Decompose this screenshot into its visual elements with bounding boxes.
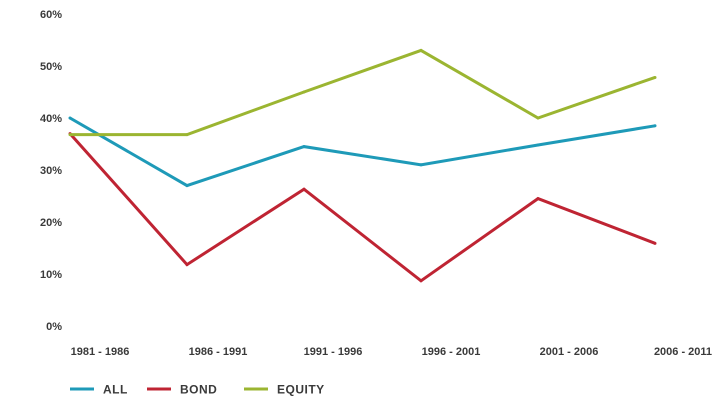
legend-label-bond: BOND: [180, 383, 217, 397]
y-tick-label: 40%: [40, 113, 62, 125]
data-point-equity: [653, 75, 657, 79]
data-point-all: [68, 116, 72, 120]
legend-label-equity: EQUITY: [277, 383, 325, 397]
legend-label-all: ALL: [103, 383, 128, 397]
plot-area: [68, 48, 657, 283]
y-tick-label: 0%: [46, 321, 62, 333]
y-tick-label: 30%: [40, 165, 62, 177]
y-tick-label: 60%: [40, 9, 62, 21]
data-point-equity: [536, 116, 540, 120]
x-tick-label: 1991 - 1996: [304, 346, 363, 358]
data-point-equity: [302, 90, 306, 94]
data-point-bond: [653, 241, 657, 245]
x-tick-label: 2001 - 2006: [540, 346, 599, 358]
data-point-all: [185, 184, 189, 188]
data-point-all: [302, 145, 306, 149]
data-point-all: [419, 163, 423, 167]
series-line-all: [69, 116, 656, 188]
y-axis: 0% 10% 20% 30% 40% 50% 60%: [40, 9, 62, 333]
x-tick-label: 2006 - 2011: [654, 346, 712, 358]
y-tick-label: 50%: [40, 61, 62, 73]
data-point-bond: [419, 279, 423, 283]
series-line-equity: [70, 48, 656, 137]
data-point-bond: [536, 197, 540, 201]
data-point-bond: [185, 263, 189, 267]
data-point-equity: [185, 133, 189, 137]
y-tick-label: 10%: [40, 269, 62, 281]
data-point-all: [536, 143, 540, 147]
x-tick-label: 1986 - 1991: [189, 346, 248, 358]
series-line-bond: [68, 132, 656, 283]
data-point-all: [653, 124, 657, 128]
x-tick-label: 1996 - 2001: [422, 346, 481, 358]
legend: ALL BOND EQUITY: [70, 383, 325, 397]
data-point-equity: [68, 133, 72, 137]
data-point-equity: [419, 48, 423, 52]
x-axis: 1981 - 1986 1986 - 1991 1991 - 1996 1996 - …: [71, 346, 712, 358]
x-tick-label: 1981 - 1986: [71, 346, 130, 358]
y-tick-label: 20%: [40, 217, 62, 229]
data-point-bond: [302, 187, 306, 191]
